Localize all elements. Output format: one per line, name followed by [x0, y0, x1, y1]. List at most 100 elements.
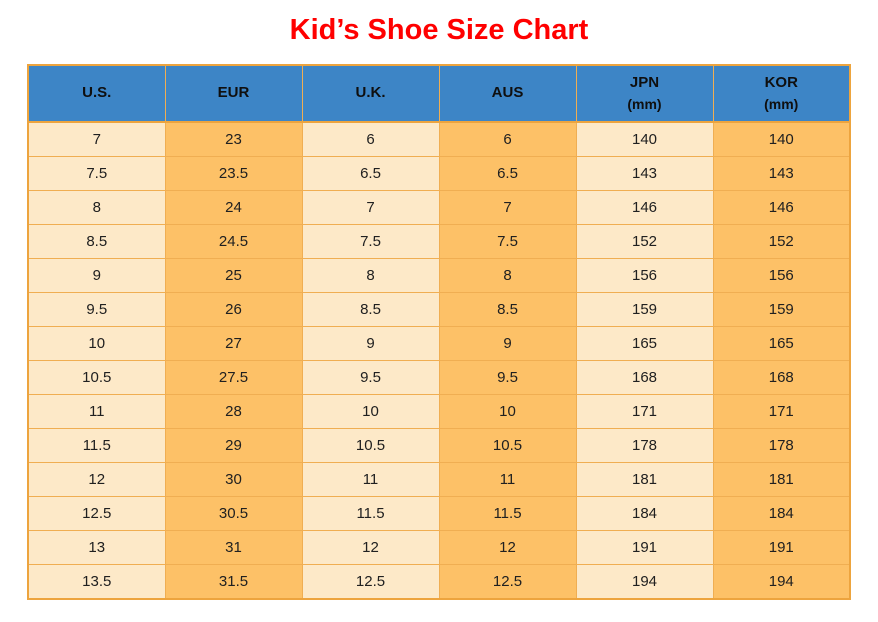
- header-sublabel: (mm): [627, 96, 662, 113]
- table-cell: 12: [301, 530, 440, 565]
- table-cell: 9: [27, 258, 166, 293]
- table-cell: 11.5: [438, 496, 577, 531]
- table-cell: 27: [164, 326, 303, 361]
- table-row: 11.5 29 10.5 10.5 178 178: [27, 428, 851, 463]
- table-cell: 165: [575, 326, 714, 361]
- table-cell: 7.5: [438, 224, 577, 259]
- table-cell: 24.5: [164, 224, 303, 259]
- table-cell: 10.5: [27, 360, 166, 395]
- header-cell-uk: U.K.: [301, 64, 440, 123]
- table-cell: 24: [164, 190, 303, 225]
- page-title: Kid’s Shoe Size Chart: [289, 14, 589, 46]
- table-cell: 27.5: [164, 360, 303, 395]
- table-cell: 171: [575, 394, 714, 429]
- table-cell: 191: [712, 530, 851, 565]
- table-cell: 10.5: [301, 428, 440, 463]
- table-cell: 25: [164, 258, 303, 293]
- table-cell: 6.5: [438, 156, 577, 191]
- table-cell: 165: [712, 326, 851, 361]
- table-cell: 10.5: [438, 428, 577, 463]
- table-row: 12 30 11 11 181 181: [27, 462, 851, 497]
- table-cell: 8.5: [438, 292, 577, 327]
- table-cell: 156: [575, 258, 714, 293]
- table-cell: 8.5: [301, 292, 440, 327]
- table-cell: 9.5: [438, 360, 577, 395]
- table-cell: 140: [712, 121, 851, 157]
- table-cell: 7: [301, 190, 440, 225]
- table-cell: 31: [164, 530, 303, 565]
- table-cell: 9.5: [27, 292, 166, 327]
- table-cell: 7: [27, 121, 166, 157]
- table-cell: 143: [575, 156, 714, 191]
- table-cell: 152: [575, 224, 714, 259]
- table-cell: 12: [438, 530, 577, 565]
- header-cell-aus: AUS: [438, 64, 577, 123]
- table-cell: 9.5: [301, 360, 440, 395]
- table-cell: 7.5: [301, 224, 440, 259]
- table-cell: 29: [164, 428, 303, 463]
- table-row: 10.5 27.5 9.5 9.5 168 168: [27, 360, 851, 395]
- table-cell: 9: [438, 326, 577, 361]
- header-cell-kor: KOR (mm): [712, 64, 851, 123]
- table-cell: 23: [164, 121, 303, 157]
- table-cell: 11: [27, 394, 166, 429]
- header-cell-jpn: JPN (mm): [575, 64, 714, 123]
- header-cell-eur: EUR: [164, 64, 303, 123]
- table-cell: 7.5: [27, 156, 166, 191]
- table-cell: 184: [575, 496, 714, 531]
- table-cell: 194: [575, 564, 714, 600]
- header-label: U.S.: [82, 84, 112, 102]
- table-cell: 10: [301, 394, 440, 429]
- table-cell: 31.5: [164, 564, 303, 600]
- table-cell: 159: [712, 292, 851, 327]
- table-cell: 7: [438, 190, 577, 225]
- table-cell: 159: [575, 292, 714, 327]
- table-cell: 11.5: [301, 496, 440, 531]
- table-cell: 143: [712, 156, 851, 191]
- table-cell: 184: [712, 496, 851, 531]
- header-label: EUR: [217, 84, 250, 102]
- table-cell: 194: [712, 564, 851, 600]
- table-cell: 156: [712, 258, 851, 293]
- header-label: KOR: [764, 73, 798, 91]
- table-cell: 146: [575, 190, 714, 225]
- table-cell: 9: [301, 326, 440, 361]
- table-cell: 6: [301, 121, 440, 157]
- table-cell: 181: [575, 462, 714, 497]
- table-cell: 8: [438, 258, 577, 293]
- table-cell: 10: [27, 326, 166, 361]
- table-row: 13.5 31.5 12.5 12.5 194 194: [27, 564, 851, 600]
- table-body: 7 23 6 6 140 140 7.5 23.5 6.5 6.5 143 143 8 24 7 7 146 14…: [27, 121, 851, 600]
- header-label: JPN: [629, 73, 660, 91]
- table-cell: 13.5: [27, 564, 166, 600]
- table-cell: 6: [438, 121, 577, 157]
- table-header: U.S. EUR U.K. AUS JPN (mm) KOR (mm): [27, 64, 851, 123]
- table-cell: 26: [164, 292, 303, 327]
- table-cell: 178: [575, 428, 714, 463]
- table-cell: 12.5: [301, 564, 440, 600]
- table-row: 10 27 9 9 165 165: [27, 326, 851, 361]
- table-cell: 28: [164, 394, 303, 429]
- table-row: 8 24 7 7 146 146: [27, 190, 851, 225]
- table-cell: 8: [27, 190, 166, 225]
- table-row: 9.5 26 8.5 8.5 159 159: [27, 292, 851, 327]
- table-cell: 168: [712, 360, 851, 395]
- table-cell: 181: [712, 462, 851, 497]
- table-cell: 8.5: [27, 224, 166, 259]
- header-label: AUS: [491, 84, 524, 102]
- table-cell: 11.5: [27, 428, 166, 463]
- table-cell: 30: [164, 462, 303, 497]
- table-cell: 168: [575, 360, 714, 395]
- table-cell: 11: [438, 462, 577, 497]
- table-cell: 12: [27, 462, 166, 497]
- table-cell: 191: [575, 530, 714, 565]
- table-row: 8.5 24.5 7.5 7.5 152 152: [27, 224, 851, 259]
- table-cell: 11: [301, 462, 440, 497]
- table-row: 7 23 6 6 140 140: [27, 121, 851, 157]
- table-row: 13 31 12 12 191 191: [27, 530, 851, 565]
- table-row: 9 25 8 8 156 156: [27, 258, 851, 293]
- shoe-size-table: U.S. EUR U.K. AUS JPN (mm) KOR (mm): [27, 64, 851, 600]
- table-cell: 8: [301, 258, 440, 293]
- table-cell: 12.5: [27, 496, 166, 531]
- table-cell: 140: [575, 121, 714, 157]
